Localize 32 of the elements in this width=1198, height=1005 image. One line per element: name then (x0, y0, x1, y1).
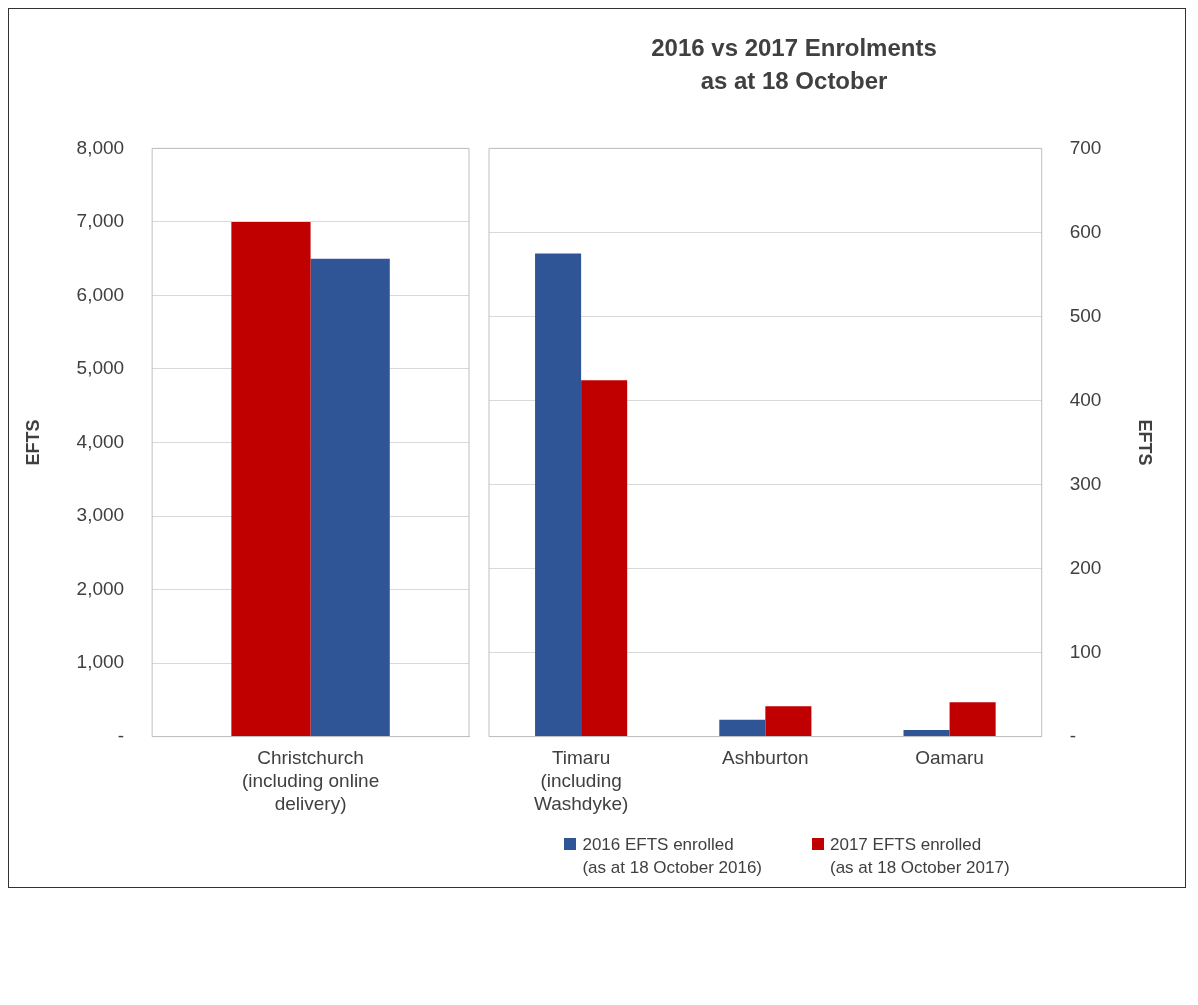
y-tick-label: 4,000 (76, 430, 125, 452)
bar (903, 729, 950, 737)
x-tick-label: Christchurch (including online delivery) (241, 747, 380, 814)
y2-tick-label: 700 (1069, 136, 1102, 158)
y2-tick-label: 200 (1069, 556, 1102, 578)
y2-tick-label: 600 (1069, 220, 1102, 242)
y-tick-label: 7,000 (76, 210, 125, 232)
bar (535, 253, 582, 737)
bar (949, 702, 996, 737)
y-axis-title: EFTS (22, 419, 43, 466)
x-tick-label: Ashburton (722, 747, 809, 769)
y2-tick-label: 100 (1069, 640, 1102, 662)
y-tick-label: 8,000 (76, 136, 125, 158)
y-tick-label: 6,000 (76, 283, 125, 305)
x-tick-label: Oamaru (915, 747, 984, 769)
bar (719, 719, 766, 737)
y-tick-label: 5,000 (76, 357, 125, 379)
chart-title: 2016 vs 2017 Enrolments as at 18 October (650, 33, 938, 96)
y-tick-label: 3,000 (76, 504, 125, 526)
y2-tick-label: - (1069, 724, 1077, 746)
y-tick-label: - (117, 724, 125, 746)
legend-label: 2016 EFTS enrolled (as at 18 October 2016) (582, 834, 762, 879)
y2-tick-label: 300 (1069, 472, 1102, 494)
x-tick-label: Timaru (including Washdyke) (533, 747, 629, 814)
y2-tick-label: 400 (1069, 388, 1102, 410)
bar (765, 706, 812, 737)
y-tick-label: 1,000 (76, 651, 125, 673)
y-tick-label: 2,000 (76, 577, 125, 599)
bar (581, 380, 628, 737)
legend-label: 2017 EFTS enrolled (as at 18 October 2017) (830, 834, 1010, 879)
y2-tick-label: 500 (1069, 304, 1102, 326)
y2-axis-title: EFTS (1135, 419, 1156, 466)
